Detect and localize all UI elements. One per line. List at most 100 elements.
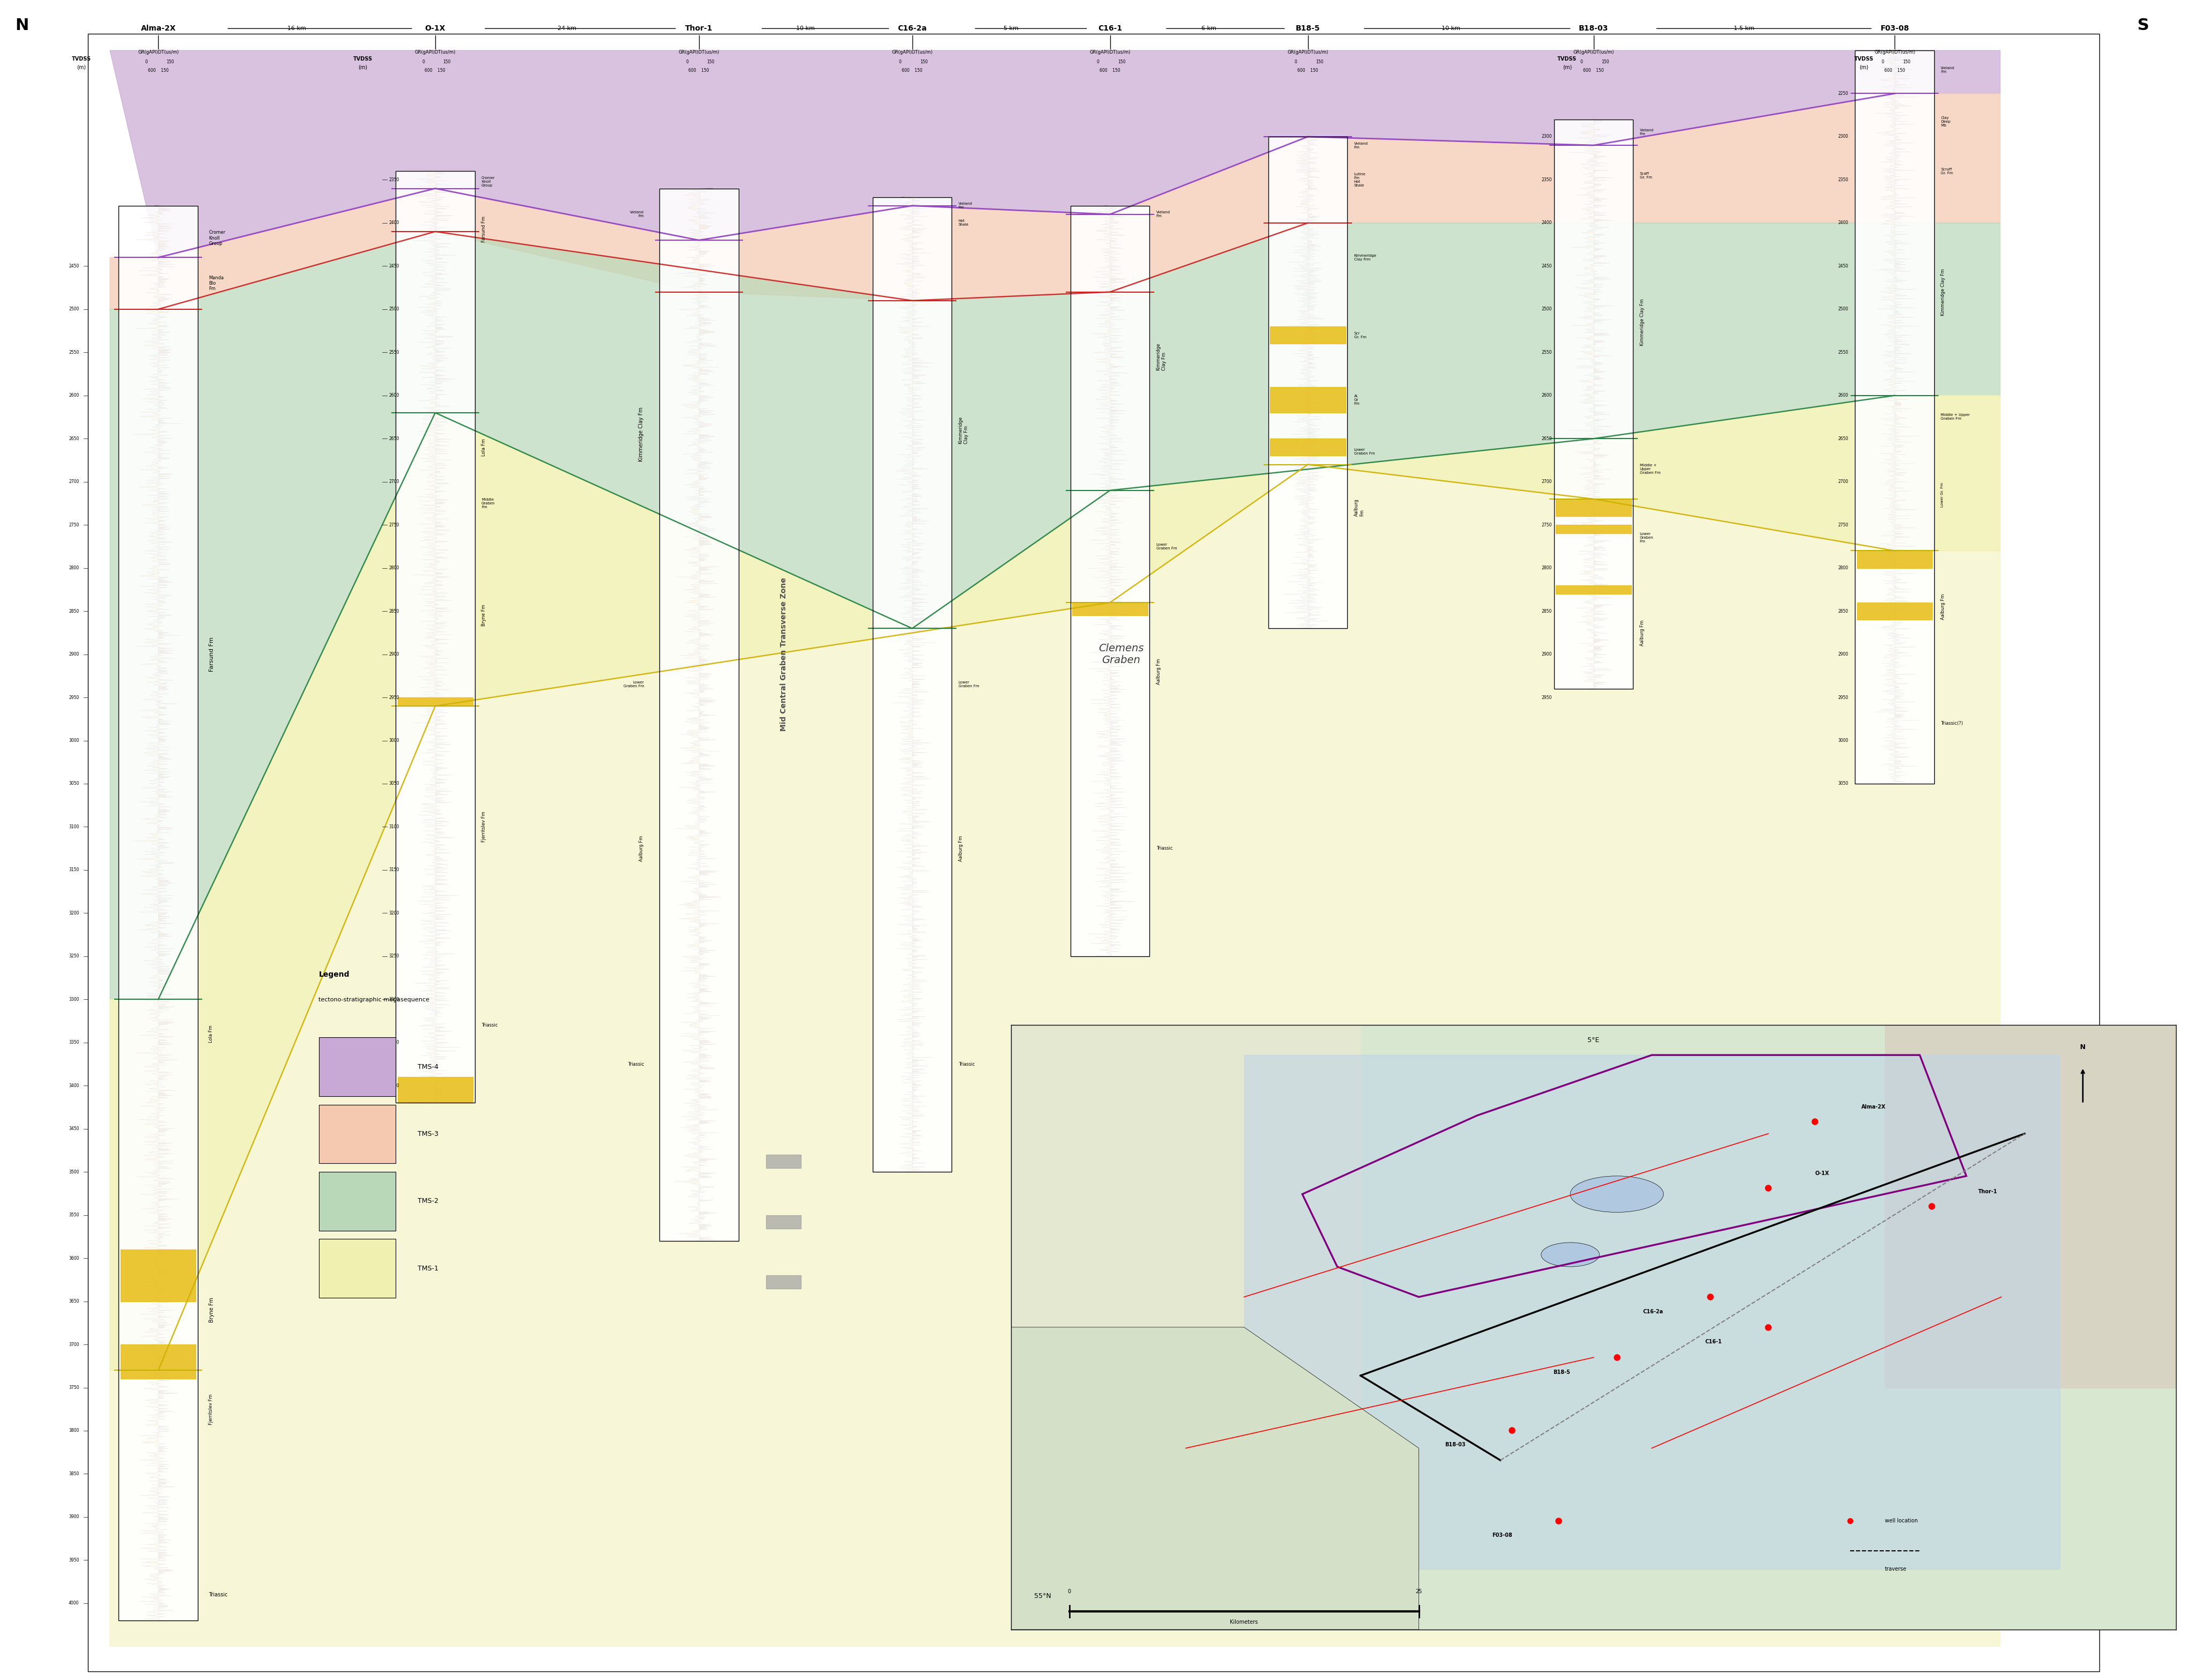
- Text: 3350: 3350: [389, 1040, 400, 1045]
- Text: 3150: 3150: [68, 867, 79, 872]
- Text: 2400: 2400: [389, 220, 400, 225]
- Text: 2650: 2650: [389, 437, 400, 442]
- Text: Kimmeridge Clay Fm: Kimmeridge Clay Fm: [1941, 269, 1945, 316]
- Text: C16-1: C16-1: [1706, 1339, 1721, 1344]
- Polygon shape: [110, 223, 2000, 1000]
- Text: Kimmeridge
Clay Fm: Kimmeridge Clay Fm: [1156, 343, 1167, 370]
- Text: 2700: 2700: [68, 479, 79, 484]
- Text: 4000: 4000: [68, 1601, 79, 1606]
- Text: Vieland
Fm: Vieland Fm: [1354, 141, 1367, 150]
- Text: Alma-2X: Alma-2X: [141, 25, 176, 32]
- Text: Aalburg Fm: Aalburg Fm: [1941, 593, 1945, 620]
- Text: 24 km: 24 km: [558, 25, 576, 32]
- Text: 2750: 2750: [1838, 522, 1849, 528]
- Text: 2800: 2800: [389, 566, 400, 571]
- Bar: [119, 205, 198, 1621]
- Text: 3400: 3400: [68, 1084, 79, 1089]
- Bar: [319, 1105, 396, 1163]
- Text: 150: 150: [444, 60, 451, 64]
- Text: S: S: [2136, 17, 2150, 34]
- Text: C16-2a: C16-2a: [897, 25, 928, 32]
- Text: 2650: 2650: [1838, 437, 1849, 442]
- Text: 2500: 2500: [1838, 307, 1849, 311]
- Text: Clay
Deep
Mb: Clay Deep Mb: [1941, 116, 1950, 128]
- Bar: [396, 171, 475, 1102]
- Text: 600    150: 600 150: [1099, 69, 1121, 72]
- Text: 2700: 2700: [1838, 479, 1849, 484]
- Text: Middle + Upper
Graben Fm: Middle + Upper Graben Fm: [1941, 413, 1969, 420]
- Text: Hot
Shale: Hot Shale: [958, 220, 969, 227]
- Text: 2400: 2400: [1541, 220, 1552, 225]
- Text: Triassic(?): Triassic(?): [1941, 721, 1963, 726]
- Text: 3000: 3000: [1838, 738, 1849, 743]
- Text: 2300: 2300: [1838, 134, 1849, 139]
- Text: 2600: 2600: [68, 393, 79, 398]
- Text: Kimmeridge
Clay Frm: Kimmeridge Clay Frm: [1354, 254, 1376, 260]
- Text: N: N: [2079, 1043, 2086, 1050]
- Text: 3300: 3300: [68, 996, 79, 1001]
- Text: 3250: 3250: [68, 954, 79, 959]
- Text: 150: 150: [1903, 60, 1910, 64]
- Text: 2950: 2950: [1541, 696, 1552, 701]
- Polygon shape: [110, 50, 2000, 257]
- Text: B18-03: B18-03: [1444, 1441, 1466, 1448]
- Text: Bryne Fm: Bryne Fm: [209, 1297, 213, 1322]
- Text: 3400: 3400: [389, 1084, 400, 1089]
- Text: Alma-2X: Alma-2X: [1862, 1104, 1886, 1109]
- Text: Legend: Legend: [319, 971, 349, 978]
- Text: 2450: 2450: [1838, 264, 1849, 269]
- Text: 2900: 2900: [1838, 652, 1849, 657]
- Text: 2350: 2350: [389, 178, 400, 181]
- Text: Kilometers: Kilometers: [1231, 1620, 1257, 1625]
- Polygon shape: [110, 94, 2000, 309]
- Text: GR(gAPI)DT(us/m): GR(gAPI)DT(us/m): [1574, 50, 1613, 54]
- Text: 2900: 2900: [1541, 652, 1552, 657]
- Text: 2750: 2750: [1541, 522, 1552, 528]
- Text: Kimmeridge Clay Fm: Kimmeridge Clay Fm: [1640, 299, 1644, 346]
- Text: Middle +
Upper
Graben Fm: Middle + Upper Graben Fm: [1640, 464, 1659, 474]
- Text: TMS-2: TMS-2: [418, 1198, 437, 1205]
- Text: 2800: 2800: [68, 566, 79, 571]
- Bar: [659, 188, 739, 1242]
- Text: 3200: 3200: [389, 911, 400, 916]
- Text: Aalburg Fm: Aalburg Fm: [640, 835, 644, 862]
- Text: 3100: 3100: [68, 825, 79, 830]
- Text: B18-03: B18-03: [1578, 25, 1609, 32]
- Text: 2600: 2600: [1838, 393, 1849, 398]
- Text: 150: 150: [1602, 60, 1609, 64]
- Text: 600    150: 600 150: [1884, 69, 1906, 72]
- Text: Aalburg Fm: Aalburg Fm: [1156, 659, 1161, 684]
- Text: Triassic: Triassic: [958, 1062, 974, 1067]
- Text: 2550: 2550: [68, 349, 79, 354]
- Text: C16-2a: C16-2a: [1644, 1309, 1664, 1314]
- Polygon shape: [1011, 1327, 1420, 1630]
- Text: 2450: 2450: [1541, 264, 1552, 269]
- Text: Triassic: Triassic: [481, 1023, 497, 1028]
- Text: Kimmeridge Clay Fm: Kimmeridge Clay Fm: [640, 407, 644, 462]
- Text: Al.
Gr
Fm: Al. Gr Fm: [1354, 395, 1361, 405]
- Text: 2500: 2500: [68, 307, 79, 311]
- Text: TVDSS: TVDSS: [1855, 55, 1873, 62]
- Text: Lower
Graben Fm: Lower Graben Fm: [624, 680, 644, 689]
- Ellipse shape: [1569, 1176, 1664, 1213]
- Text: GR(gAPI)DT(us/m): GR(gAPI)DT(us/m): [1090, 50, 1130, 54]
- Text: TMS-3: TMS-3: [418, 1131, 437, 1137]
- Text: Thor-1: Thor-1: [686, 25, 712, 32]
- Text: Thor-1: Thor-1: [1978, 1189, 1998, 1194]
- Bar: [1070, 205, 1150, 956]
- Text: 2850: 2850: [1838, 608, 1849, 613]
- Text: 3550: 3550: [68, 1213, 79, 1218]
- Text: 5 km: 5 km: [1004, 25, 1018, 32]
- Text: 3950: 3950: [68, 1557, 79, 1562]
- Polygon shape: [110, 395, 2000, 1371]
- Text: O-1X: O-1X: [424, 25, 446, 32]
- Text: 2900: 2900: [68, 652, 79, 657]
- Text: 2700: 2700: [389, 479, 400, 484]
- Text: 2650: 2650: [68, 437, 79, 442]
- Text: Lutine
Fm
Hot
Shale: Lutine Fm Hot Shale: [1354, 173, 1365, 186]
- Text: (m): (m): [358, 64, 367, 71]
- Text: Vieland
Fm: Vieland Fm: [958, 202, 972, 210]
- Text: 3250: 3250: [389, 954, 400, 959]
- Text: 2850: 2850: [389, 608, 400, 613]
- Text: 2750: 2750: [389, 522, 400, 528]
